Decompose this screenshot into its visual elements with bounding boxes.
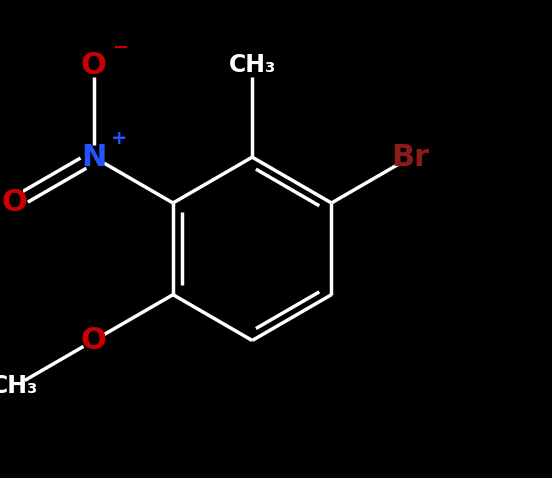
Text: Br: Br — [391, 142, 430, 172]
Text: +: + — [110, 130, 127, 148]
Text: CH₃: CH₃ — [229, 54, 276, 77]
Text: N: N — [81, 142, 107, 172]
Text: CH₃: CH₃ — [0, 374, 38, 398]
Text: O: O — [2, 188, 28, 217]
Text: O: O — [81, 326, 107, 355]
Text: O: O — [81, 51, 107, 80]
Text: −: − — [113, 38, 130, 57]
